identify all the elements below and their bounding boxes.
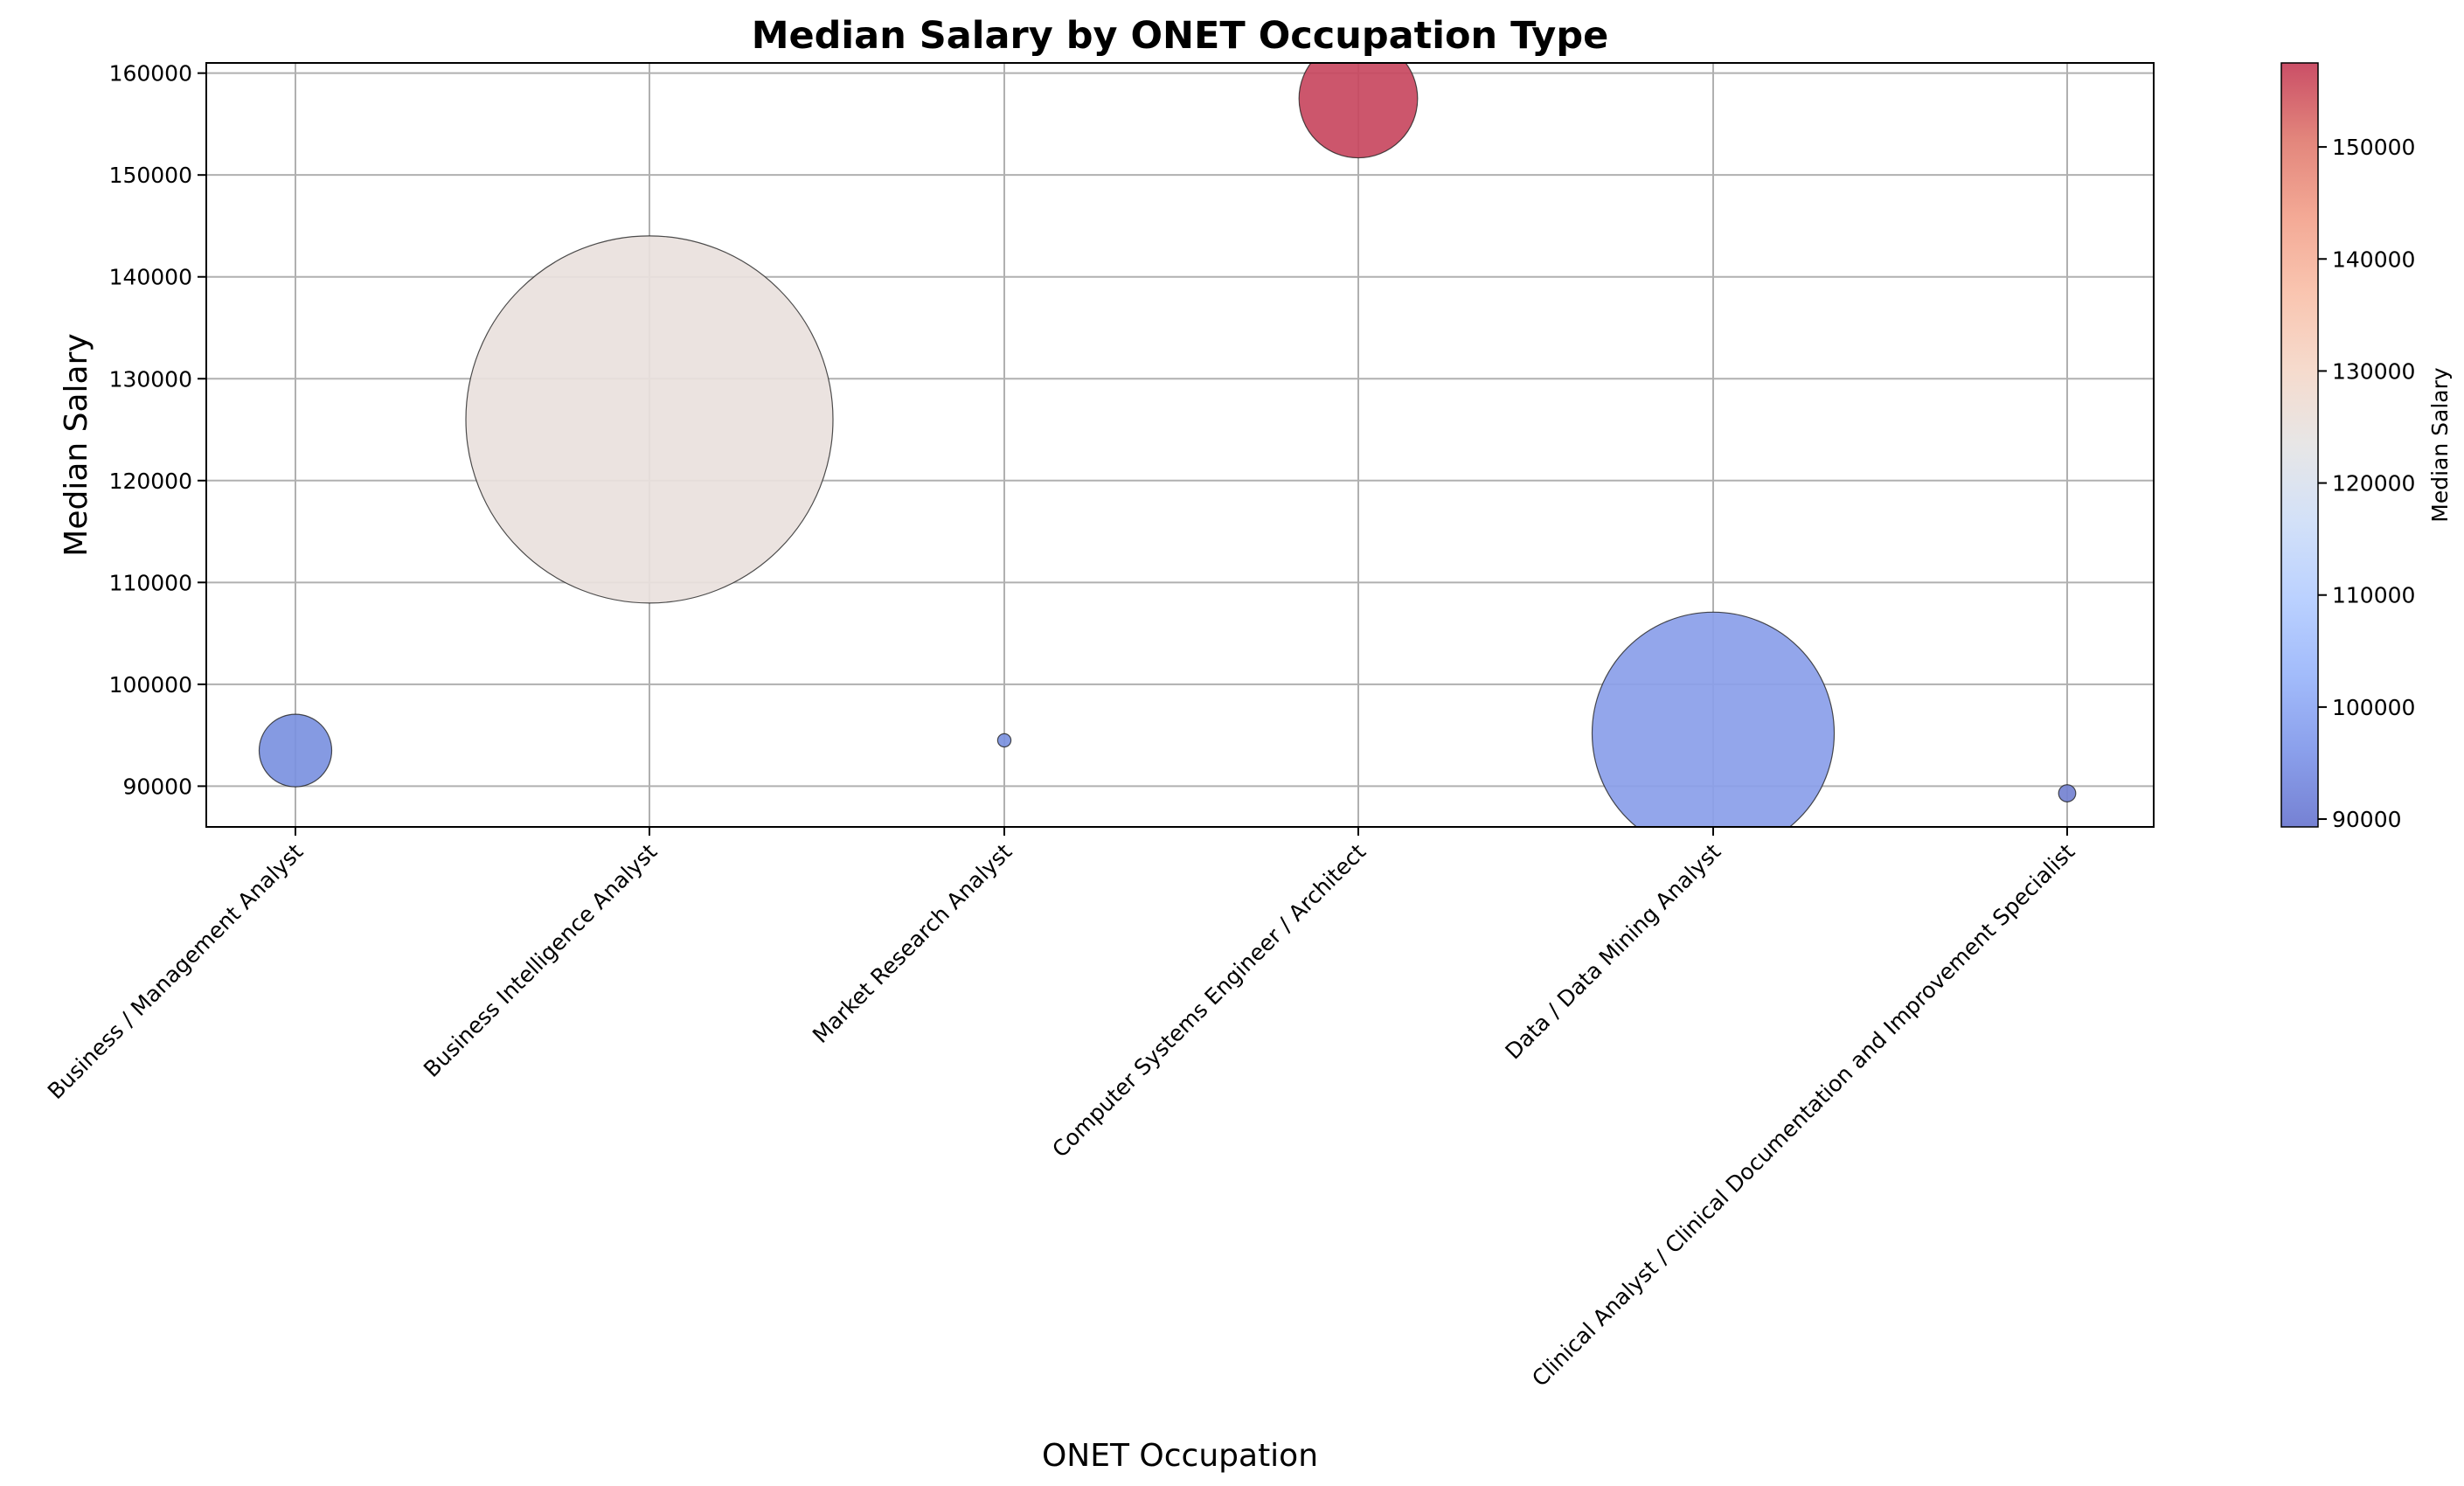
colorbar-tick-label: 100000 [2332,695,2415,720]
x-tick-label: Business Intelligence Analyst [419,839,662,1082]
y-tick-label: 100000 [109,672,192,698]
colorbar-tick-label: 110000 [2332,583,2415,608]
colorbar-label: Median Salary [2427,367,2453,523]
bubble-series [258,63,2077,827]
data-bubble [2058,784,2077,802]
y-axis-ticks: 90000 100000 110000 120000 130000 140000 15000… [109,61,206,799]
y-tick-label: 110000 [109,570,192,595]
colorbar-gradient [2281,63,2318,827]
y-tick-label: 140000 [109,265,192,290]
colorbar-tick-label: 90000 [2332,807,2402,832]
plot-frame [205,62,2155,828]
data-bubble [465,235,834,604]
y-tick-label: 150000 [109,163,192,188]
colorbar: Median Salary 90000 100000 110000 120000 130… [2280,62,2453,832]
x-tick-label: Market Research Analyst [808,839,1017,1048]
x-tick-label: Business / Management Analyst [43,839,309,1105]
x-axis-ticks: Business / Management Analyst Business In… [43,827,2079,1392]
y-axis-label: Median Salary [59,333,94,556]
y-tick-label: 90000 [122,774,192,799]
data-bubble [258,713,333,788]
colorbar-tick-label: 130000 [2332,358,2415,384]
colorbar-tick-label: 150000 [2332,135,2415,160]
y-tick-label: 160000 [109,61,192,87]
data-bubble [1298,63,1419,159]
y-tick-label: 120000 [109,469,192,494]
x-axis-label: ONET Occupation [1042,1438,1318,1474]
colorbar-tick-label: 120000 [2332,471,2415,496]
data-bubble [996,733,1012,748]
x-tick-label: Computer Systems Engineer / Architect [1047,839,1371,1163]
data-bubble [1591,611,1836,827]
colorbar-tick-label: 140000 [2332,247,2415,272]
y-tick-label: 130000 [109,366,192,392]
x-tick-label: Clinical Analyst / Clinical Documentatio… [1527,839,2079,1392]
colorbar-frame [2280,62,2319,828]
chart-title: Median Salary by ONET Occupation Type [752,14,1609,58]
x-tick-label: Data / Data Mining Analyst [1501,839,1726,1065]
